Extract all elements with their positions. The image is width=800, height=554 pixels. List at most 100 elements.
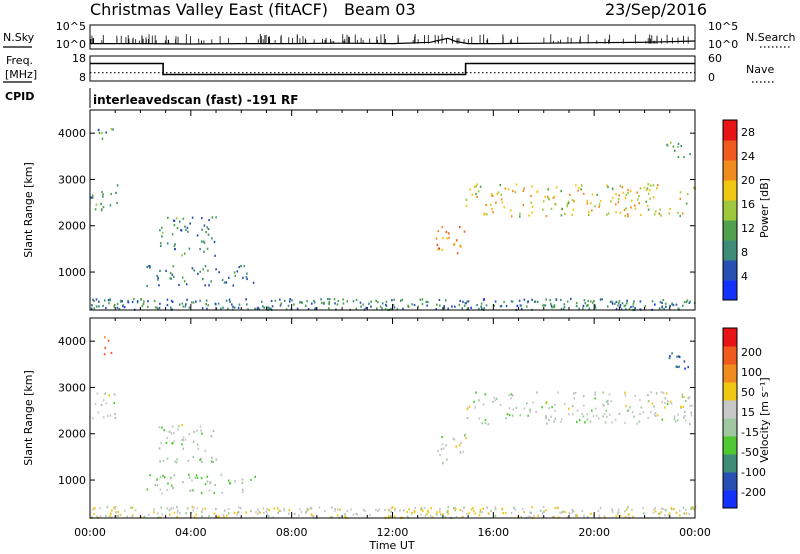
rti-cell [440, 447, 443, 450]
rti-cell [175, 461, 178, 464]
rti-cell [542, 505, 545, 509]
rti-cell [103, 353, 106, 356]
rti-cell [673, 417, 676, 420]
rti-cell [245, 276, 248, 279]
rti-cell [110, 127, 113, 131]
rti-cell [645, 189, 648, 192]
rti-cell [240, 264, 242, 268]
rti-cell [104, 336, 106, 339]
rti-cell [464, 433, 467, 436]
rti-cell [487, 423, 490, 426]
rti-cell [671, 352, 673, 355]
rti-cell [91, 196, 94, 199]
rti-cell [420, 513, 422, 516]
rti-cell [659, 301, 662, 304]
rti-cell [167, 482, 169, 485]
rti-cell [369, 514, 371, 517]
rti-cell [642, 411, 644, 414]
rti-cell [493, 396, 496, 399]
rti-cell [451, 305, 453, 308]
rti-cell [625, 308, 627, 311]
nave-tick-low: 0 [708, 71, 715, 84]
rti-cell [185, 512, 187, 515]
rti-cell [507, 188, 510, 191]
rti-cell [473, 400, 475, 403]
rti-cell [184, 438, 187, 441]
rti-cell [153, 508, 155, 511]
rti-cell [182, 436, 185, 439]
rti-cell [414, 506, 417, 509]
rti-cell [623, 305, 626, 308]
rti-cell [158, 284, 160, 287]
rti-cell [553, 195, 556, 198]
rti-cell [238, 303, 241, 306]
rti-cell [307, 308, 310, 311]
nsky-noise-ticks [90, 33, 689, 44]
rti-cell [617, 201, 620, 204]
rti-cell [192, 455, 195, 459]
rti-cell [104, 346, 106, 349]
rti-cell [505, 304, 508, 308]
rti-cell [554, 417, 557, 420]
rti-cell [188, 247, 191, 250]
freq-series-line [90, 62, 695, 76]
rti-cell [619, 514, 622, 518]
rti-cell [505, 417, 507, 420]
rti-cell [116, 302, 119, 306]
rti-cell [478, 307, 480, 311]
rti-cell [625, 207, 627, 210]
rti-cell [287, 304, 290, 307]
rti-cell [460, 441, 462, 444]
rti-cell [611, 300, 613, 303]
rti-cell [291, 299, 293, 302]
rti-cell [208, 514, 210, 518]
rti-cell [603, 515, 606, 518]
rti-cell [623, 209, 626, 212]
colorbar-swatch [723, 490, 737, 509]
rti-cell [681, 395, 684, 398]
rti-cell [626, 302, 628, 305]
rti-cell [265, 510, 267, 513]
rti-cell [577, 189, 579, 192]
rti-cell [582, 415, 585, 418]
rti-cell [273, 507, 275, 510]
rti-cell [626, 508, 628, 511]
rti-cell [549, 299, 551, 302]
rti-cell [228, 276, 230, 279]
rti-cell [241, 478, 244, 481]
rti-cell [161, 235, 163, 238]
rti-cell [257, 508, 259, 511]
colorbar-swatch [723, 200, 737, 221]
rti-cell [500, 193, 502, 196]
rti-cell [174, 243, 176, 246]
nave-tick-high: 60 [708, 52, 722, 65]
rti-cell [199, 247, 201, 251]
rti-cell [447, 307, 449, 310]
power-data-points [90, 127, 696, 312]
rti-cell [207, 269, 209, 272]
rti-cell [189, 222, 191, 225]
rti-cell [161, 226, 163, 229]
colorbar-swatch [723, 160, 737, 181]
rti-cell [176, 458, 178, 461]
rti-cell [300, 301, 303, 304]
rti-cell [668, 357, 671, 360]
rti-cell [603, 412, 606, 415]
rti-cell [296, 307, 299, 310]
rti-cell [630, 305, 632, 309]
rti-cell [686, 193, 689, 196]
rti-cell [618, 300, 621, 303]
rti-cell [435, 237, 438, 240]
rti-cell [547, 197, 550, 200]
rti-cell [510, 397, 512, 400]
rti-cell [421, 303, 424, 306]
rti-cell [506, 413, 509, 416]
rti-cell [222, 306, 224, 309]
rti-cell [656, 187, 658, 190]
rti-cell [111, 509, 113, 512]
rti-cell [384, 308, 387, 311]
rti-cell [587, 299, 589, 303]
rti-cell [109, 514, 111, 517]
rti-cell [662, 507, 664, 511]
rti-cell [193, 506, 195, 509]
